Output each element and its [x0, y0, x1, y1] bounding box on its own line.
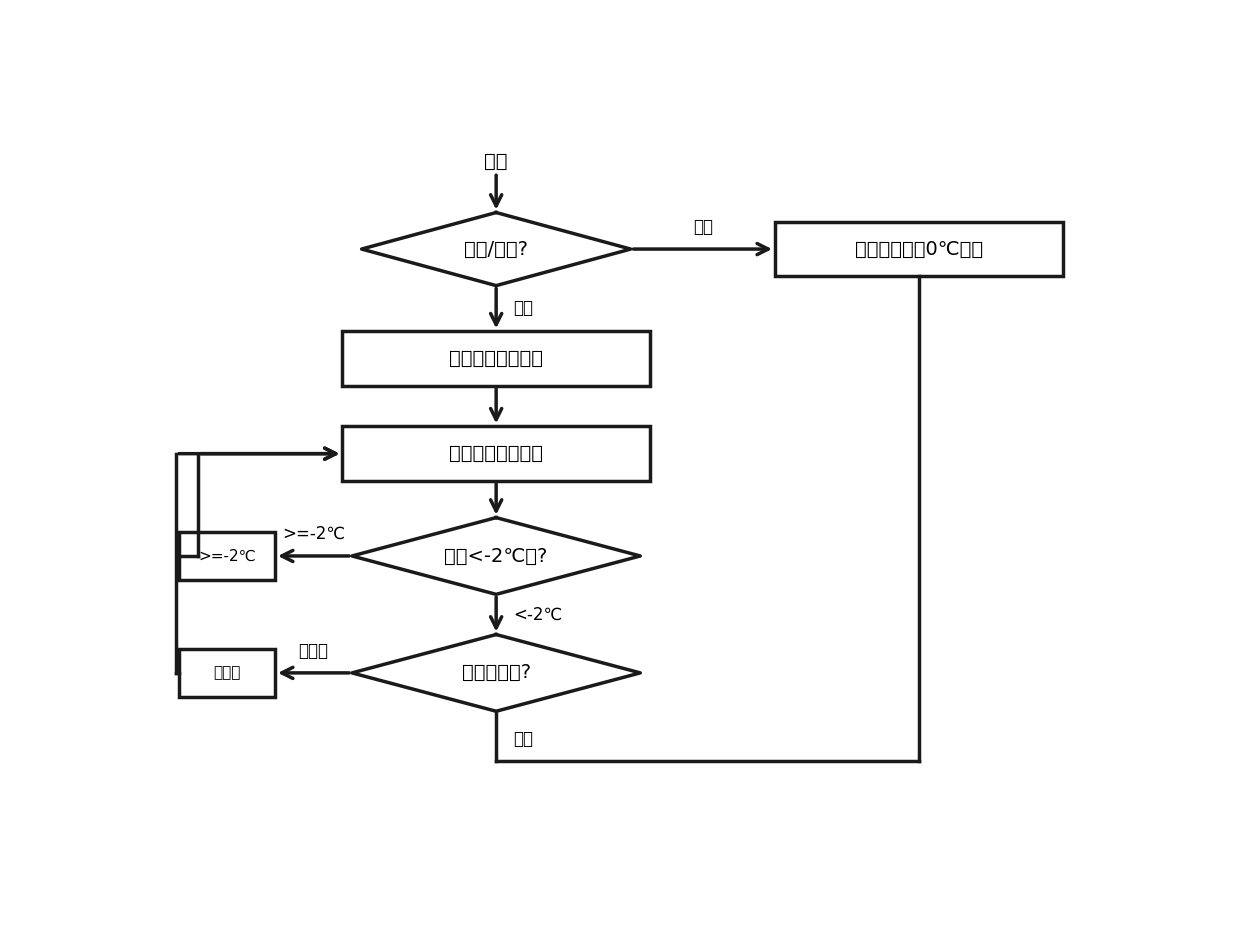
Text: 开始: 开始	[485, 152, 508, 171]
Polygon shape	[362, 213, 631, 286]
FancyBboxPatch shape	[342, 331, 650, 386]
FancyBboxPatch shape	[775, 222, 1063, 276]
Text: 胸温<-2℃吗?: 胸温<-2℃吗?	[444, 547, 548, 566]
Polygon shape	[352, 635, 640, 711]
Text: >=-2℃: >=-2℃	[281, 525, 345, 543]
Text: 保存: 保存	[693, 218, 713, 236]
FancyBboxPatch shape	[342, 426, 650, 481]
Text: 冻制/保存?: 冻制/保存?	[464, 239, 528, 258]
Text: 瓶胸中温度计工作: 瓶胸中温度计工作	[449, 444, 543, 463]
Text: 满足: 满足	[513, 730, 533, 748]
Text: 减少制冷量，0℃保温: 减少制冷量，0℃保温	[854, 239, 983, 258]
Text: 满足判据吗?: 满足判据吗?	[461, 663, 531, 682]
FancyBboxPatch shape	[179, 649, 275, 697]
Polygon shape	[352, 517, 640, 594]
Text: 不满足: 不满足	[213, 665, 241, 680]
FancyBboxPatch shape	[179, 532, 275, 580]
Text: >=-2℃: >=-2℃	[198, 549, 255, 564]
Text: 冻制: 冻制	[513, 300, 533, 317]
Text: 不满足: 不满足	[299, 642, 329, 660]
Text: 进入最大制冷状态: 进入最大制冷状态	[449, 349, 543, 368]
Text: <-2℃: <-2℃	[513, 605, 563, 623]
